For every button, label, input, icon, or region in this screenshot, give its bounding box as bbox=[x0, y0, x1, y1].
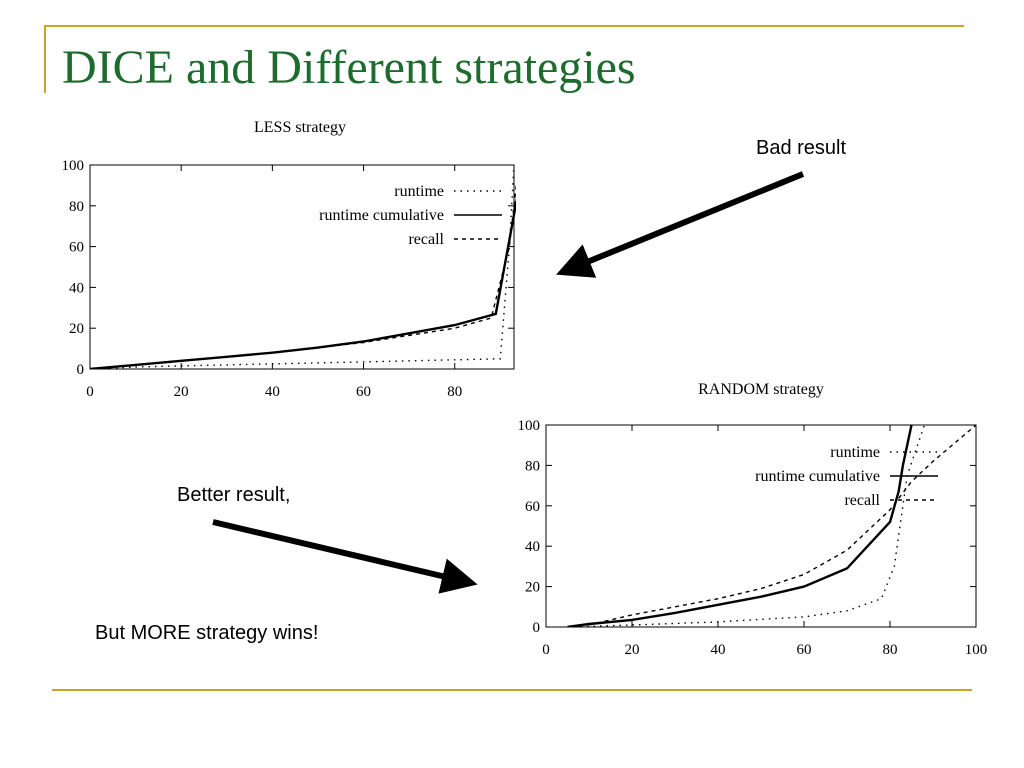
less-strategy-chart: LESS strategy 0 20 40 60 80 100 0 20 40 60 80 runtim… bbox=[62, 119, 516, 400]
legend-label: recall bbox=[844, 492, 880, 509]
x-tick-label: 0 bbox=[86, 384, 94, 400]
x-tick-label: 0 bbox=[542, 642, 550, 658]
slide-title: DICE and Different strategies bbox=[62, 41, 636, 94]
plot-frame bbox=[545, 424, 977, 628]
x-tick-label: 20 bbox=[625, 642, 640, 658]
y-tick-label: 40 bbox=[69, 280, 84, 296]
y-tick-label: 60 bbox=[525, 499, 540, 515]
y-tick-label: 0 bbox=[77, 362, 85, 378]
plot-frame bbox=[89, 164, 515, 370]
legend-label: recall bbox=[408, 231, 444, 248]
better-result-arrow bbox=[212, 519, 478, 594]
bad-result-note: Bad result bbox=[756, 137, 847, 159]
x-tick-label: 100 bbox=[965, 642, 988, 658]
chart-title: RANDOM strategy bbox=[698, 381, 824, 398]
bad-result-arrow bbox=[556, 171, 805, 278]
x-tick-label: 60 bbox=[797, 642, 812, 658]
random-strategy-chart: RANDOM strategy 0 20 40 60 80 100 0 20 40 60 80 100 r… bbox=[518, 381, 988, 658]
y-tick-label: 100 bbox=[62, 158, 85, 174]
x-tick-label: 40 bbox=[711, 642, 726, 658]
bottom-accent-rule bbox=[52, 689, 972, 691]
legend-label: runtime cumulative bbox=[319, 207, 444, 224]
series-line-recall bbox=[588, 425, 977, 626]
x-tick-label: 80 bbox=[447, 384, 462, 400]
y-tick-label: 80 bbox=[525, 458, 540, 474]
x-tick-label: 40 bbox=[265, 384, 280, 400]
y-tick-label: 20 bbox=[69, 321, 84, 337]
x-tick-label: 20 bbox=[174, 384, 189, 400]
left-accent-rule bbox=[44, 25, 46, 93]
y-tick-label: 80 bbox=[69, 199, 84, 215]
x-tick-label: 80 bbox=[883, 642, 898, 658]
series-line-recall bbox=[90, 181, 516, 369]
legend-label: runtime bbox=[830, 444, 880, 461]
y-tick-label: 100 bbox=[518, 418, 541, 434]
x-tick-label: 60 bbox=[356, 384, 371, 400]
y-tick-label: 60 bbox=[69, 240, 84, 256]
series-line-runtime bbox=[567, 425, 926, 627]
series-line-runtime-cumulative bbox=[567, 425, 913, 627]
legend-label: runtime bbox=[394, 183, 444, 200]
series-line-runtime-cumulative bbox=[90, 197, 516, 369]
series-line-runtime bbox=[90, 165, 515, 369]
more-strategy-note: But MORE strategy wins! bbox=[95, 622, 319, 644]
y-tick-label: 40 bbox=[525, 539, 540, 555]
y-tick-label: 20 bbox=[525, 580, 540, 596]
better-result-note: Better result, bbox=[177, 484, 291, 506]
y-tick-label: 0 bbox=[533, 620, 541, 636]
top-accent-rule bbox=[44, 25, 964, 27]
chart-title: LESS strategy bbox=[254, 119, 346, 136]
legend-label: runtime cumulative bbox=[755, 468, 880, 485]
